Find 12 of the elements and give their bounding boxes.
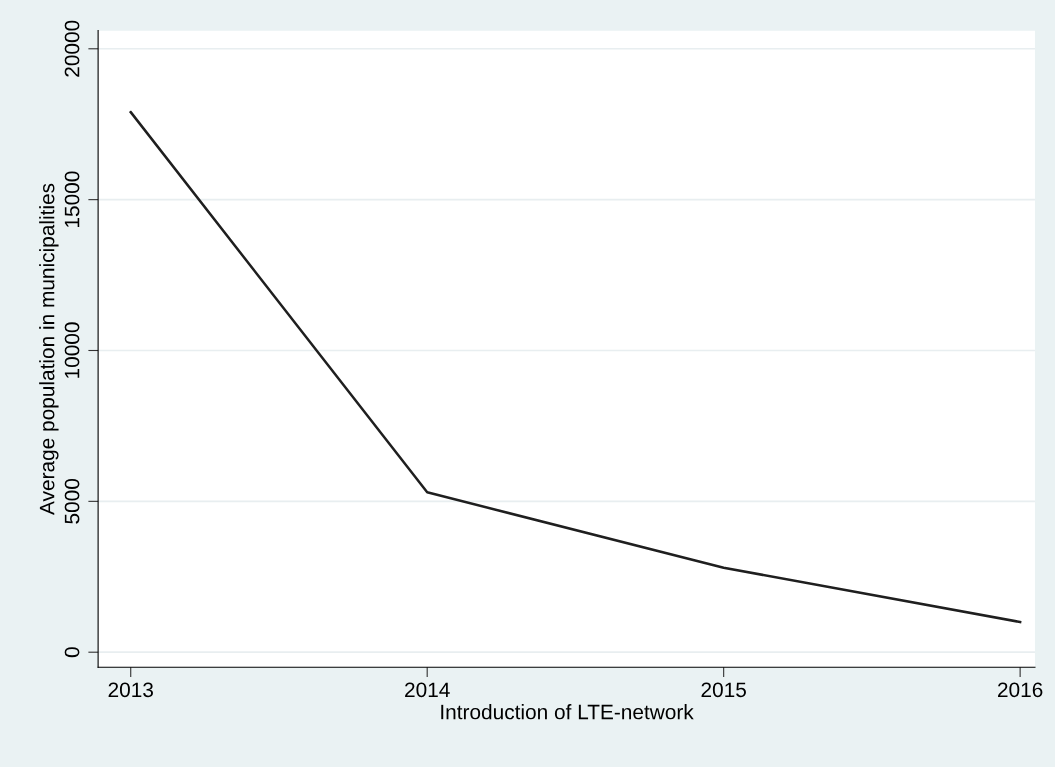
y-tick-label: 5000: [64, 478, 80, 524]
line-series: [129, 110, 1022, 624]
y-tick-label: 10000: [64, 322, 80, 378]
x-tick-label: 2016: [998, 682, 1043, 698]
x-tick-label: 2013: [108, 682, 153, 698]
y-axis-title: Average population in municipalities: [39, 183, 59, 515]
y-tick-label: 15000: [64, 171, 80, 228]
x-tick-label: 2014: [405, 682, 450, 698]
x-axis-title: Introduction of LTE-network: [441, 704, 694, 720]
x-tick-label: 2015: [701, 682, 746, 698]
y-tick-label: 0: [64, 647, 80, 658]
y-tick-label: 20000: [64, 20, 80, 77]
